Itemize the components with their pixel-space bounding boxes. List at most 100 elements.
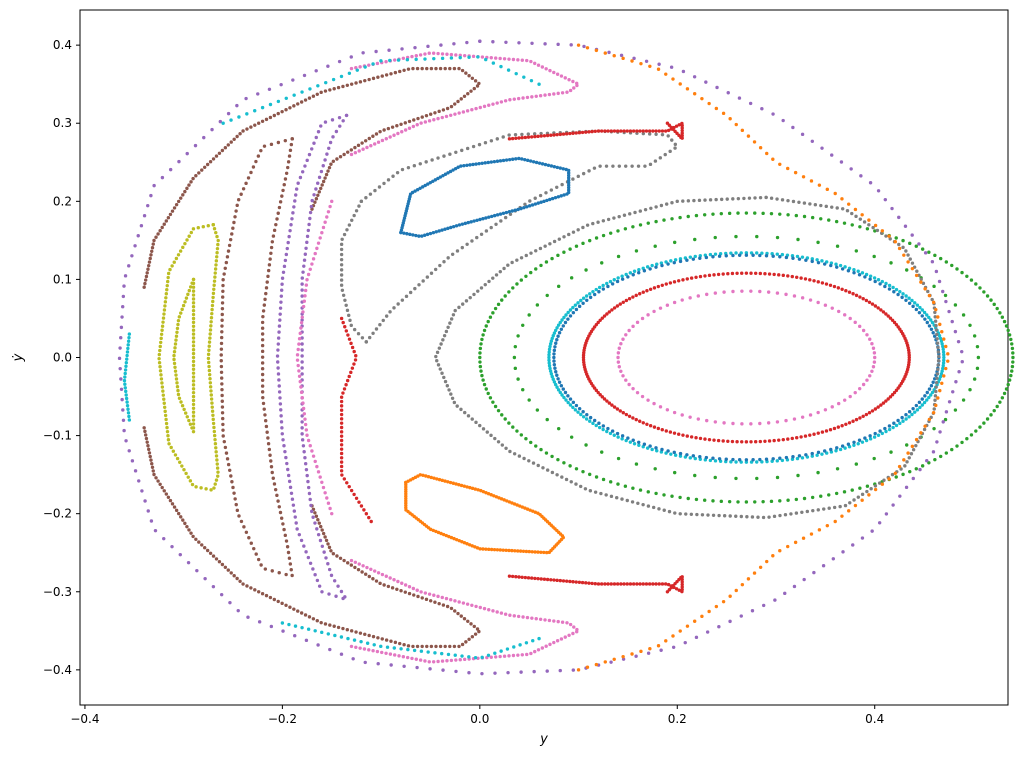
data-point (296, 181, 300, 185)
data-point (421, 473, 425, 477)
orbit-series (547, 251, 946, 464)
data-point (208, 336, 212, 340)
data-point (651, 582, 655, 586)
data-point (158, 365, 162, 369)
data-point (740, 289, 744, 293)
data-point (892, 290, 896, 294)
data-point (205, 162, 210, 167)
data-point (548, 366, 552, 371)
data-point (260, 332, 265, 336)
data-point (513, 208, 517, 212)
data-point (828, 428, 833, 432)
data-point (319, 124, 323, 128)
data-point (861, 297, 865, 301)
data-point (929, 393, 933, 397)
data-point (731, 457, 735, 462)
data-point (147, 451, 152, 455)
data-point (378, 129, 382, 134)
data-point (904, 294, 908, 298)
data-point (353, 560, 358, 564)
data-point (303, 613, 308, 617)
data-point (352, 492, 356, 497)
data-point (581, 353, 586, 357)
data-point (321, 485, 326, 490)
data-point (880, 229, 885, 233)
data-point (484, 490, 488, 495)
data-point (922, 400, 927, 405)
data-point (816, 431, 820, 435)
data-point (515, 429, 519, 433)
data-point (364, 572, 368, 576)
data-point (920, 314, 924, 318)
data-point (561, 387, 565, 391)
data-point (156, 232, 160, 236)
data-point (530, 576, 534, 580)
data-point (603, 51, 607, 55)
data-point (460, 148, 464, 153)
data-point (871, 365, 876, 369)
data-point (223, 445, 228, 450)
data-point (345, 481, 349, 485)
data-point (542, 199, 546, 204)
data-point (638, 292, 642, 296)
data-point (206, 356, 211, 361)
data-point (282, 183, 286, 187)
data-point (639, 649, 643, 654)
data-point (673, 142, 678, 147)
data-point (406, 165, 411, 170)
data-point (162, 312, 166, 316)
data-point (420, 66, 424, 71)
data-point (550, 256, 554, 261)
data-point (316, 532, 321, 537)
data-point (340, 473, 344, 477)
data-point (800, 296, 805, 300)
data-point (324, 80, 328, 85)
data-point (896, 292, 900, 297)
data-point (930, 390, 935, 395)
data-point (300, 414, 304, 418)
data-point (436, 363, 441, 367)
data-point (191, 355, 196, 360)
data-point (617, 214, 621, 219)
data-point (245, 127, 249, 131)
data-point (410, 656, 414, 661)
data-point (431, 230, 436, 235)
data-point (714, 197, 718, 202)
data-point (522, 205, 526, 210)
data-point (902, 458, 906, 462)
data-point (345, 628, 350, 632)
data-point (405, 232, 409, 236)
data-point (398, 641, 402, 646)
data-point (537, 636, 541, 641)
data-point (512, 614, 516, 618)
data-point (852, 440, 856, 445)
data-point (118, 366, 122, 371)
data-point (758, 289, 762, 294)
data-point (121, 418, 126, 422)
data-point (310, 262, 314, 266)
data-point (648, 287, 653, 291)
data-point (574, 467, 579, 471)
data-point (944, 299, 948, 304)
data-point (420, 234, 424, 238)
data-point (494, 655, 498, 659)
data-point (183, 189, 187, 194)
data-point (771, 457, 775, 461)
data-point (300, 288, 304, 292)
data-point (626, 275, 630, 279)
data-point (316, 470, 321, 474)
data-point (174, 202, 179, 207)
data-point (292, 104, 296, 108)
data-point (166, 438, 171, 442)
data-point (261, 395, 265, 400)
data-point (466, 92, 470, 96)
data-point (311, 515, 315, 519)
data-point (303, 288, 308, 293)
data-point (214, 557, 219, 561)
data-point (176, 511, 181, 516)
data-point (758, 145, 763, 150)
data-point (393, 653, 397, 657)
data-point (998, 311, 1002, 315)
data-point (471, 54, 476, 59)
data-point (481, 427, 486, 431)
